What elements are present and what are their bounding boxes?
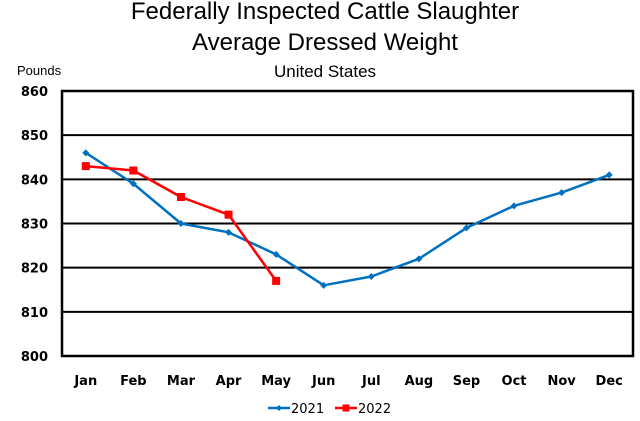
- x-tick-label: Aug: [405, 374, 434, 389]
- series-line-2021: [85, 151, 610, 287]
- plot-area: [60, 89, 635, 358]
- y-tick-labels: 800 810 820 830 840 850 860: [21, 85, 48, 365]
- series-2021: [82, 149, 613, 289]
- x-tick-label: Mar: [167, 374, 196, 389]
- y-tick-label: 850: [21, 129, 48, 144]
- y-tick-label: 800: [21, 350, 48, 365]
- data-point: [272, 250, 280, 258]
- chart-subtitle-region: United States: [274, 62, 376, 81]
- data-point: [558, 189, 566, 197]
- x-tick-label: May: [261, 374, 291, 389]
- data-point: [272, 276, 281, 285]
- data-point: [129, 180, 137, 188]
- y-axis-label: Pounds: [17, 63, 62, 78]
- data-point: [367, 273, 375, 280]
- x-tick-labels: Jan Feb Mar Apr May Jun Jul Aug Sep Oct Nov Dec: [73, 374, 623, 389]
- data-point: [225, 228, 233, 236]
- gridlines: [62, 90, 633, 357]
- data-point: [82, 149, 90, 157]
- x-tick-label: Jan: [73, 374, 97, 389]
- x-tick-label: Jun: [311, 374, 335, 389]
- legend-marker: [276, 405, 282, 411]
- data-point: [510, 202, 518, 210]
- x-tick-label: Sep: [453, 374, 481, 389]
- legend-label: 2021: [291, 402, 324, 417]
- x-tick-label: Feb: [120, 374, 146, 389]
- series-group: [81, 149, 613, 289]
- x-tick-label: Nov: [547, 374, 576, 389]
- series-2022: [81, 162, 281, 285]
- x-tick-label: Dec: [596, 374, 623, 389]
- x-tick-label: Apr: [216, 374, 242, 389]
- y-tick-label: 810: [21, 306, 48, 321]
- legend-item-2021: 2021: [268, 402, 324, 417]
- data-point: [224, 210, 233, 219]
- data-point: [320, 281, 328, 289]
- data-point: [177, 220, 185, 227]
- data-point: [415, 255, 423, 263]
- y-tick-label: 830: [21, 218, 48, 233]
- y-tick-label: 860: [21, 85, 48, 100]
- legend-marker: [342, 404, 350, 412]
- y-tick-label: 820: [21, 262, 48, 277]
- data-point: [129, 166, 138, 175]
- data-point: [81, 162, 90, 171]
- data-point: [176, 193, 185, 201]
- x-tick-label: Jul: [361, 374, 381, 389]
- legend: 2021 2022: [268, 402, 391, 417]
- x-tick-label: Oct: [502, 374, 527, 389]
- chart-title: Federally Inspected Cattle Slaughter: [131, 0, 519, 25]
- legend-label: 2022: [358, 402, 391, 417]
- legend-item-2022: 2022: [335, 402, 391, 417]
- data-point: [462, 224, 470, 232]
- y-tick-label: 840: [21, 173, 48, 188]
- chart-subtitle: Average Dressed Weight: [192, 29, 458, 56]
- data-point: [605, 171, 613, 179]
